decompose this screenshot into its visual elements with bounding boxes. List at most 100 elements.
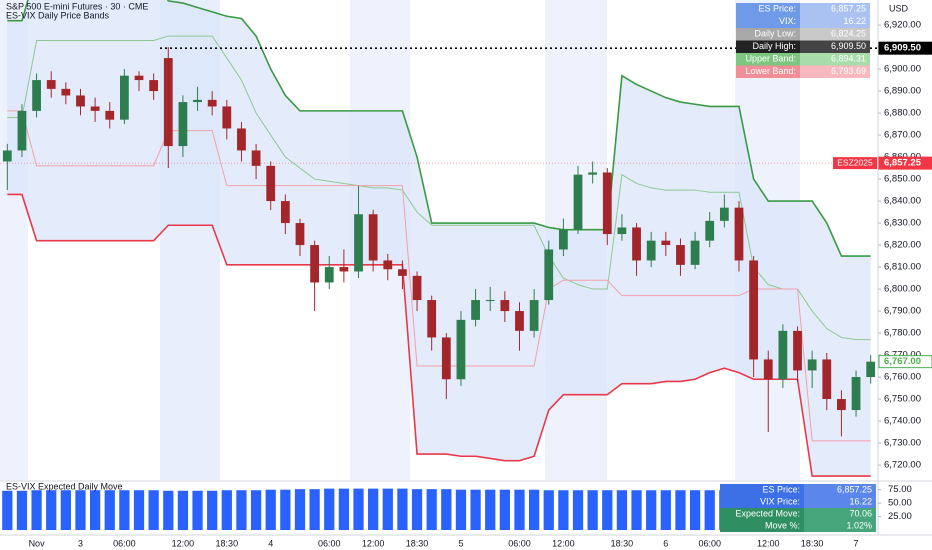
candle-body	[807, 359, 817, 371]
x-tick-label: 06:00	[508, 538, 531, 548]
price-label-box	[878, 156, 932, 170]
candle-body	[339, 267, 349, 272]
table-label: Lower Band:	[745, 66, 796, 76]
table-label: Upper Band:	[745, 54, 796, 64]
candle-body	[222, 106, 232, 129]
band-line	[7, 193, 871, 477]
candle-body	[17, 110, 27, 151]
table-value: 6,857.25	[831, 4, 866, 14]
table-label: Expected Move:	[735, 508, 800, 518]
candle-body	[529, 300, 539, 331]
table-cell	[720, 484, 804, 496]
histogram-bar	[528, 489, 540, 530]
candle-body	[544, 249, 554, 301]
histogram-bar	[353, 488, 364, 530]
candle-body	[719, 207, 729, 221]
histogram-bar	[397, 488, 408, 530]
histogram-bar	[499, 489, 510, 530]
candle-body	[602, 172, 612, 235]
x-tick-label: 18:30	[611, 538, 634, 548]
candle-body	[398, 269, 407, 276]
candle-body	[763, 359, 773, 380]
histogram-bar	[368, 488, 379, 530]
indicator-title: ES-VIX Daily Price Bands	[6, 10, 110, 20]
candle-body	[149, 80, 159, 92]
table-cell	[800, 28, 870, 41]
table-cell	[736, 65, 800, 78]
candle-body	[427, 300, 437, 338]
histogram-bar	[177, 490, 189, 530]
table-cell	[804, 484, 876, 496]
histogram-bar	[455, 489, 467, 530]
histogram-bar	[16, 490, 28, 530]
table-label: ES Price:	[758, 4, 796, 14]
table-value: 6,824.25	[831, 29, 866, 39]
candle-body	[632, 227, 641, 261]
histogram-bar	[119, 490, 130, 530]
y-tick-label: 6,770.00	[884, 350, 921, 361]
candle-body	[76, 95, 85, 107]
candle-body	[837, 399, 846, 411]
candle-body	[134, 75, 144, 81]
x-tick-label: 5	[458, 538, 463, 548]
table-value: 6,909.50	[831, 41, 866, 51]
y-tick-label: 6,880.00	[884, 108, 921, 119]
y-tick-label: 75.00	[888, 484, 912, 495]
candle-body	[61, 88, 71, 96]
main-pane	[0, 0, 878, 477]
histogram-bar	[602, 490, 613, 530]
x-tick-label: 6	[663, 538, 668, 548]
candle-body	[412, 275, 422, 301]
y-tick-label: 6,750.00	[884, 394, 921, 405]
histogram-bar	[280, 489, 291, 530]
table-value: 6,857.25	[837, 484, 872, 494]
x-tick-label: 06:00	[318, 538, 341, 548]
y-tick-label: 25.00	[888, 511, 912, 522]
table-label: Move %:	[765, 520, 800, 530]
histogram-bar	[514, 489, 525, 530]
candle-body	[163, 58, 173, 147]
candle-body	[310, 245, 320, 283]
candle-body	[383, 260, 393, 270]
histogram-bar	[631, 490, 642, 530]
table-cell	[736, 53, 800, 66]
candle-body	[354, 214, 363, 272]
y-tick-label: 50.00	[888, 498, 912, 509]
candle-body	[280, 201, 290, 224]
table-cell	[720, 496, 804, 508]
y-tick-label: 6,800.00	[884, 284, 921, 295]
histogram-bar	[163, 490, 174, 530]
candle-body	[46, 80, 56, 89]
histogram-bar	[104, 490, 115, 530]
candle-body	[588, 172, 598, 175]
y-tick-label: 6,780.00	[884, 328, 921, 339]
candle-body	[456, 319, 466, 380]
x-tick-label: 12:00	[172, 538, 195, 548]
histogram-bar	[470, 489, 481, 530]
histogram-bar	[207, 490, 218, 530]
table-cell	[736, 40, 800, 53]
candle-body	[749, 260, 759, 360]
histogram-bar	[704, 490, 715, 530]
y-tick-label: 6,790.00	[884, 306, 921, 317]
candle-body	[2, 150, 12, 162]
candle-body	[266, 165, 276, 202]
candle-body	[866, 361, 876, 378]
table-cell	[736, 15, 800, 28]
price-label: 6,767.00	[884, 356, 921, 367]
histogram-bar	[309, 489, 320, 530]
x-tick-label: 12:00	[362, 538, 385, 548]
x-tick-label: 18:30	[406, 538, 429, 548]
table-label: Daily Low:	[754, 29, 796, 39]
histogram-bar	[192, 490, 203, 530]
histogram-bar	[411, 489, 423, 530]
symbol-tag: ESZ2025	[837, 157, 873, 167]
histogram-bar	[587, 490, 598, 530]
table-value: 6,894.31	[831, 54, 866, 64]
y-tick-label: 6,760.00	[884, 372, 921, 383]
candle-body	[515, 311, 524, 331]
histogram-bar	[89, 490, 101, 530]
table-label: Daily High:	[752, 41, 796, 51]
y-tick-label: 6,820.00	[884, 240, 921, 251]
